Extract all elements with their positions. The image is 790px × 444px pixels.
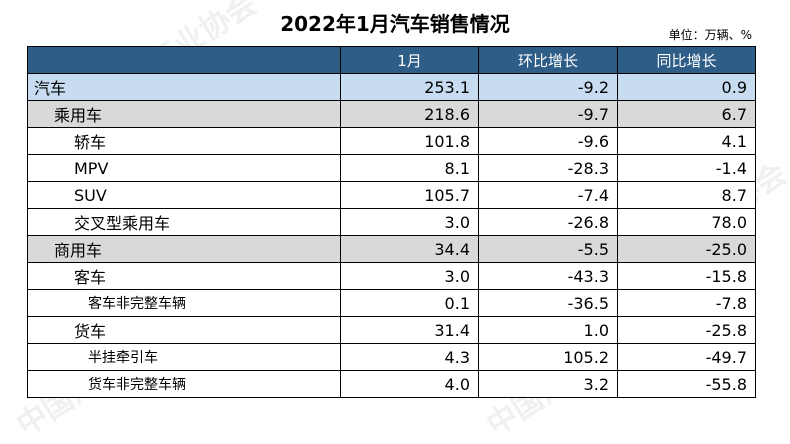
row-mom: -9.7	[478, 100, 618, 128]
row-yoy: -7.8	[617, 289, 756, 317]
table-row: 半挂牵引车 4.3 105.2 -49.7	[27, 343, 756, 371]
header-category	[27, 46, 341, 74]
row-yoy: 8.7	[617, 181, 756, 209]
row-name: 乘用车	[27, 100, 341, 128]
row-january: 101.8	[340, 127, 479, 155]
sales-table: 1月 环比增长 同比增长 汽车 253.1 -9.2 0.9 乘用车 218.6…	[27, 46, 756, 398]
row-name: 交叉型乘用车	[27, 208, 341, 236]
header-mom-growth: 环比增长	[478, 46, 618, 74]
row-january: 31.4	[340, 316, 479, 344]
row-mom: 105.2	[478, 343, 618, 371]
row-january: 218.6	[340, 100, 479, 128]
table-row: 商用车 34.4 -5.5 -25.0	[27, 235, 756, 263]
row-mom: -7.4	[478, 181, 618, 209]
row-yoy: 0.9	[617, 73, 756, 101]
row-january: 34.4	[340, 235, 479, 263]
row-january: 8.1	[340, 154, 479, 182]
table-row: 货车非完整车辆 4.0 3.2 -55.8	[27, 370, 756, 398]
table-row: 客车非完整车辆 0.1 -36.5 -7.8	[27, 289, 756, 317]
row-yoy: -55.8	[617, 370, 756, 398]
header-january: 1月	[340, 46, 479, 74]
row-january: 3.0	[340, 208, 479, 236]
unit-label: 单位：万辆、%	[668, 28, 752, 42]
row-mom: -9.6	[478, 127, 618, 155]
row-mom: -28.3	[478, 154, 618, 182]
row-yoy: -15.8	[617, 262, 756, 290]
table-row: SUV 105.7 -7.4 8.7	[27, 181, 756, 209]
row-mom: -9.2	[478, 73, 618, 101]
row-january: 0.1	[340, 289, 479, 317]
row-mom: -5.5	[478, 235, 618, 263]
row-january: 4.0	[340, 370, 479, 398]
row-mom: 3.2	[478, 370, 618, 398]
row-name: 半挂牵引车	[27, 343, 341, 371]
report-title: 2022年1月汽车销售情况	[280, 12, 510, 36]
row-name: 客车非完整车辆	[27, 289, 341, 317]
row-yoy: 6.7	[617, 100, 756, 128]
row-yoy: -25.8	[617, 316, 756, 344]
row-yoy: 78.0	[617, 208, 756, 236]
row-mom: -36.5	[478, 289, 618, 317]
row-name: SUV	[27, 181, 341, 209]
row-january: 3.0	[340, 262, 479, 290]
row-mom: -26.8	[478, 208, 618, 236]
row-name: 轿车	[27, 127, 341, 155]
row-mom: -43.3	[478, 262, 618, 290]
row-yoy: -25.0	[617, 235, 756, 263]
table-row: 乘用车 218.6 -9.7 6.7	[27, 100, 756, 128]
table-row: 客车 3.0 -43.3 -15.8	[27, 262, 756, 290]
row-name: MPV	[27, 154, 341, 182]
table-row: 汽车 253.1 -9.2 0.9	[27, 73, 756, 101]
table-header-row: 1月 环比增长 同比增长	[27, 46, 756, 74]
table-row: 轿车 101.8 -9.6 4.1	[27, 127, 756, 155]
table-row: 交叉型乘用车 3.0 -26.8 78.0	[27, 208, 756, 236]
row-january: 253.1	[340, 73, 479, 101]
row-yoy: -49.7	[617, 343, 756, 371]
row-january: 4.3	[340, 343, 479, 371]
row-name: 货车	[27, 316, 341, 344]
row-name: 客车	[27, 262, 341, 290]
row-january: 105.7	[340, 181, 479, 209]
row-mom: 1.0	[478, 316, 618, 344]
row-name: 汽车	[27, 73, 341, 101]
row-yoy: -1.4	[617, 154, 756, 182]
table-row: MPV 8.1 -28.3 -1.4	[27, 154, 756, 182]
row-name: 货车非完整车辆	[27, 370, 341, 398]
table-row: 货车 31.4 1.0 -25.8	[27, 316, 756, 344]
row-yoy: 4.1	[617, 127, 756, 155]
row-name: 商用车	[27, 235, 341, 263]
header-yoy-growth: 同比增长	[617, 46, 756, 74]
